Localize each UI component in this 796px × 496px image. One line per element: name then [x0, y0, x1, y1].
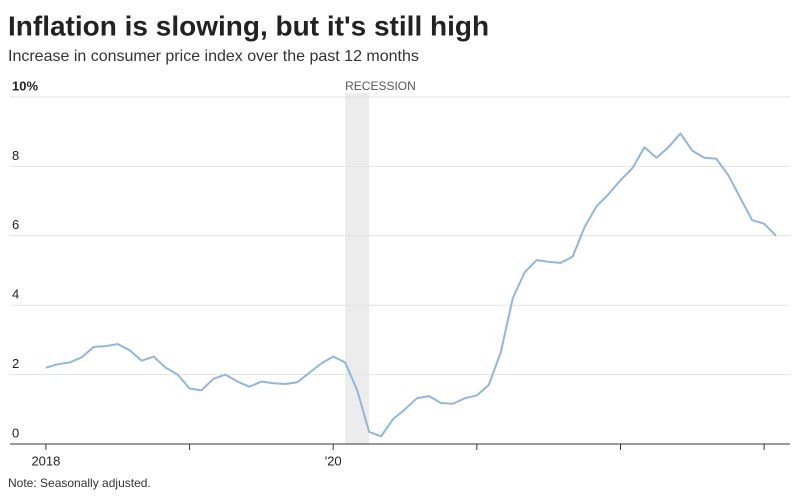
y-tick-label: 8: [12, 148, 19, 163]
chart-title: Inflation is slowing, but it's still hig…: [8, 10, 489, 41]
y-tick-label: 0: [12, 425, 19, 440]
x-tick-label: '20: [325, 453, 342, 468]
x-tick-label: 2018: [31, 453, 60, 468]
y-tick-label: 10%: [12, 78, 38, 93]
y-tick-label: 4: [12, 287, 19, 302]
line: [45, 132, 777, 438]
recession-band: [345, 93, 370, 444]
y-tick-label: 6: [12, 217, 19, 232]
y-tick-label: 2: [12, 356, 19, 371]
note: Note: Seasonally adjusted.: [8, 476, 151, 490]
recession-label: RECESSION: [345, 79, 416, 93]
chart-subtitle: Increase in consumer price index over th…: [8, 48, 419, 65]
